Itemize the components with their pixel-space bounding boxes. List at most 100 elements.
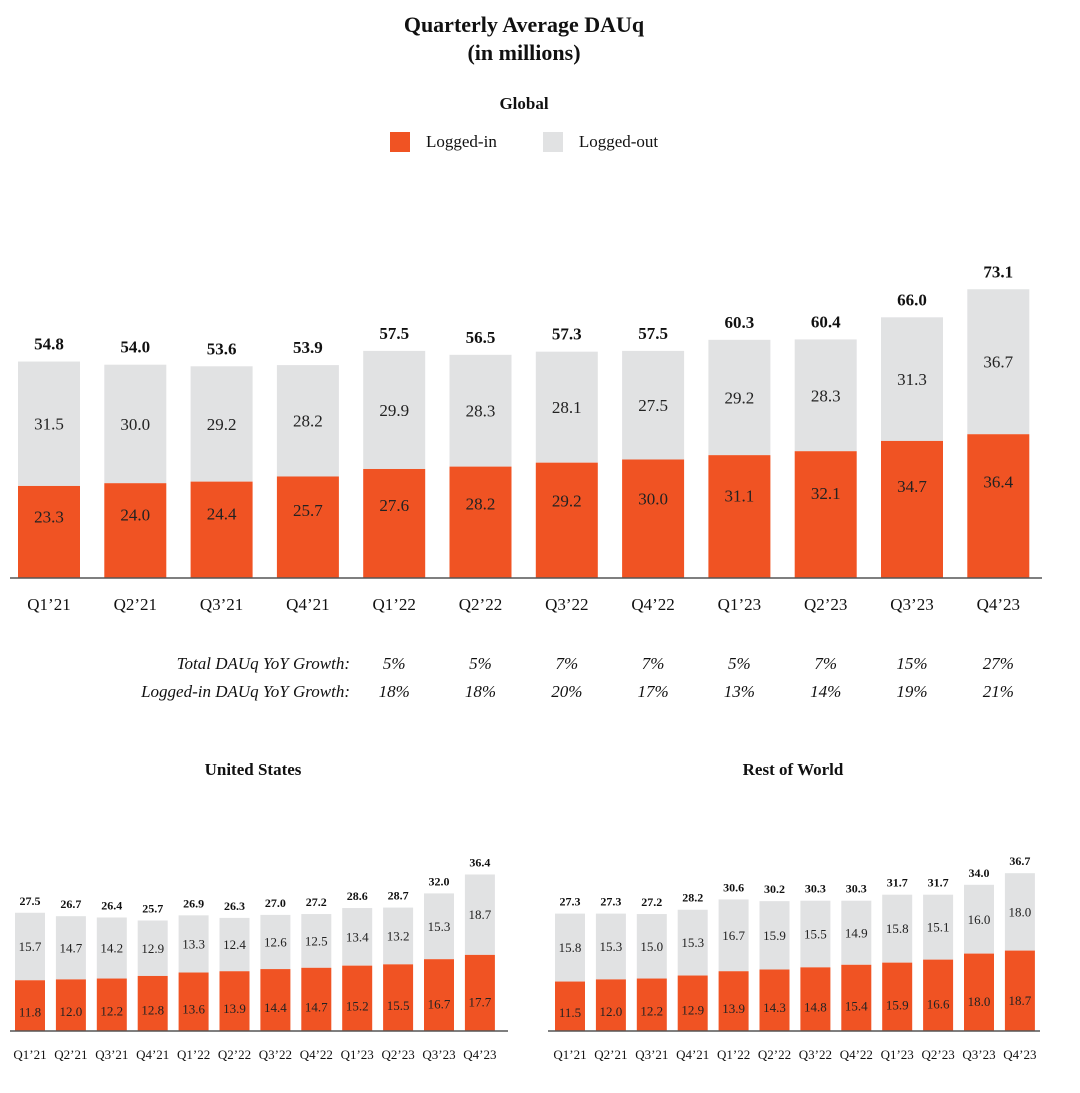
row-category-label: Q2’22	[758, 1047, 791, 1062]
row-bar-logged-out	[555, 913, 585, 982]
growth-total-value: 15%	[896, 654, 928, 673]
growth-total-value: 7%	[555, 654, 579, 673]
us-bar-logged-out	[260, 914, 291, 970]
global-category-label: Q3’23	[890, 595, 933, 614]
us-bar-logged-out	[178, 915, 209, 973]
row-bar-logged-in	[841, 964, 872, 1031]
global-value-logged-in: 29.2	[552, 492, 582, 511]
global-bar-logged-out	[967, 289, 1030, 435]
row-category-label: Q3’23	[962, 1047, 995, 1062]
row-value-logged-out: 15.8	[559, 940, 582, 955]
global-value-logged-out: 29.2	[725, 388, 755, 407]
row-category-label: Q4’23	[1003, 1047, 1036, 1062]
row-value-logged-in: 18.7	[1009, 993, 1032, 1008]
legend-logged-out-label: Logged-out	[578, 132, 659, 151]
us-bar-logged-out	[96, 917, 127, 979]
global-total-label: 60.4	[811, 312, 841, 331]
global-bar-logged-out	[794, 339, 857, 452]
row-bar-logged-in	[595, 979, 626, 1031]
global-value-logged-in: 36.4	[983, 473, 1013, 492]
row-bar-logged-in	[759, 969, 790, 1031]
us-bar-logged-out	[219, 917, 250, 972]
row-bar-logged-out	[800, 900, 831, 968]
row-total-label: 36.7	[1009, 854, 1030, 868]
us-value-logged-out: 15.7	[19, 939, 42, 954]
row-bar-logged-in	[964, 953, 994, 1031]
global-subtitle: Global	[499, 94, 549, 113]
us-category-label: Q4’22	[300, 1047, 333, 1062]
us-value-logged-out: 12.4	[223, 937, 246, 952]
growth-total-value: 27%	[982, 654, 1014, 673]
us-bar-logged-out	[55, 916, 86, 980]
global-bar-logged-out	[276, 365, 339, 477]
row-value-logged-in: 12.2	[640, 1004, 663, 1019]
us-category-label: Q2’22	[218, 1047, 251, 1062]
us-value-logged-in: 15.5	[387, 998, 410, 1013]
row-bar-logged-out	[636, 914, 667, 979]
global-value-logged-in: 32.1	[811, 484, 841, 503]
row-bar-logged-out	[923, 894, 954, 960]
row-total-label: 31.7	[887, 876, 908, 890]
row-value-logged-in: 15.4	[845, 998, 868, 1013]
legend-logged-out-swatch	[542, 132, 563, 152]
global-value-logged-in: 28.2	[466, 494, 496, 513]
us-bar-logged-in	[424, 959, 454, 1031]
us-category-label: Q2’21	[54, 1047, 87, 1062]
row-category-label: Q4’21	[676, 1047, 709, 1062]
row-bar-logged-in	[718, 971, 749, 1031]
global-category-label: Q4’21	[286, 595, 329, 614]
global-bar-logged-in	[363, 468, 426, 578]
row-value-logged-out: 15.9	[763, 928, 786, 943]
row-value-logged-in: 14.8	[804, 999, 827, 1014]
us-value-logged-out: 13.2	[387, 929, 410, 944]
global-total-label: 60.3	[725, 313, 755, 332]
us-value-logged-in: 13.9	[223, 1001, 246, 1016]
row-total-label: 31.7	[928, 876, 949, 890]
row-total-label: 30.6	[723, 880, 744, 894]
global-bar-logged-out	[363, 350, 426, 469]
row-value-logged-out: 14.9	[845, 925, 868, 940]
row-value-logged-out: 15.1	[927, 920, 950, 935]
global-bar-logged-out	[449, 354, 512, 467]
us-total-label: 28.6	[347, 889, 368, 903]
global-total-label: 57.5	[379, 324, 409, 343]
us-category-label: Q1’22	[177, 1047, 210, 1062]
row-value-logged-in: 14.3	[763, 1000, 786, 1015]
us-bar-logged-in	[96, 978, 127, 1031]
row-subtitle: Rest of World	[742, 760, 844, 779]
us-total-label: 26.3	[224, 899, 245, 913]
row-total-label: 30.2	[764, 882, 785, 896]
chart-title-line2: (in millions)	[467, 40, 581, 65]
global-category-label: Q3’22	[545, 595, 588, 614]
legend-logged-in: Logged-in	[390, 132, 497, 152]
us-bar-logged-in	[219, 971, 250, 1031]
global-value-logged-out: 30.0	[120, 415, 150, 434]
us-value-logged-out: 14.2	[100, 941, 123, 956]
growth-total-label: Total DAUq YoY Growth:	[176, 654, 350, 673]
us-bar-logged-out	[342, 908, 373, 966]
global-value-logged-out: 28.2	[293, 412, 323, 431]
us-value-logged-in: 13.6	[182, 1001, 205, 1016]
us-bar-logged-in	[137, 975, 168, 1031]
row-value-logged-in: 11.5	[559, 1005, 581, 1020]
us-category-label: Q3’21	[95, 1047, 128, 1062]
growth-total-value: 5%	[728, 654, 751, 673]
row-bar-logged-out	[964, 884, 994, 954]
global-bar-logged-in	[190, 481, 253, 578]
us-subtitle: United States	[204, 760, 302, 779]
global-value-logged-out: 31.3	[897, 370, 927, 389]
global-bar-logged-in	[708, 455, 771, 578]
us-value-logged-out: 12.5	[305, 933, 328, 948]
row-bar-logged-in	[677, 975, 708, 1031]
row-value-logged-in: 16.6	[927, 996, 950, 1011]
row-value-logged-out: 15.0	[640, 939, 663, 954]
us-total-label: 28.7	[388, 889, 409, 903]
row-category-label: Q3’21	[635, 1047, 668, 1062]
global-bar-logged-out	[190, 366, 253, 482]
global-category-label: Q4’22	[631, 595, 674, 614]
growth-loggedin-label: Logged-in DAUq YoY Growth:	[141, 682, 350, 701]
global-category-label: Q4’23	[977, 595, 1020, 614]
us-value-logged-in: 12.2	[100, 1004, 123, 1019]
row-category-label: Q1’23	[881, 1047, 914, 1062]
us-total-label: 27.0	[265, 896, 286, 910]
